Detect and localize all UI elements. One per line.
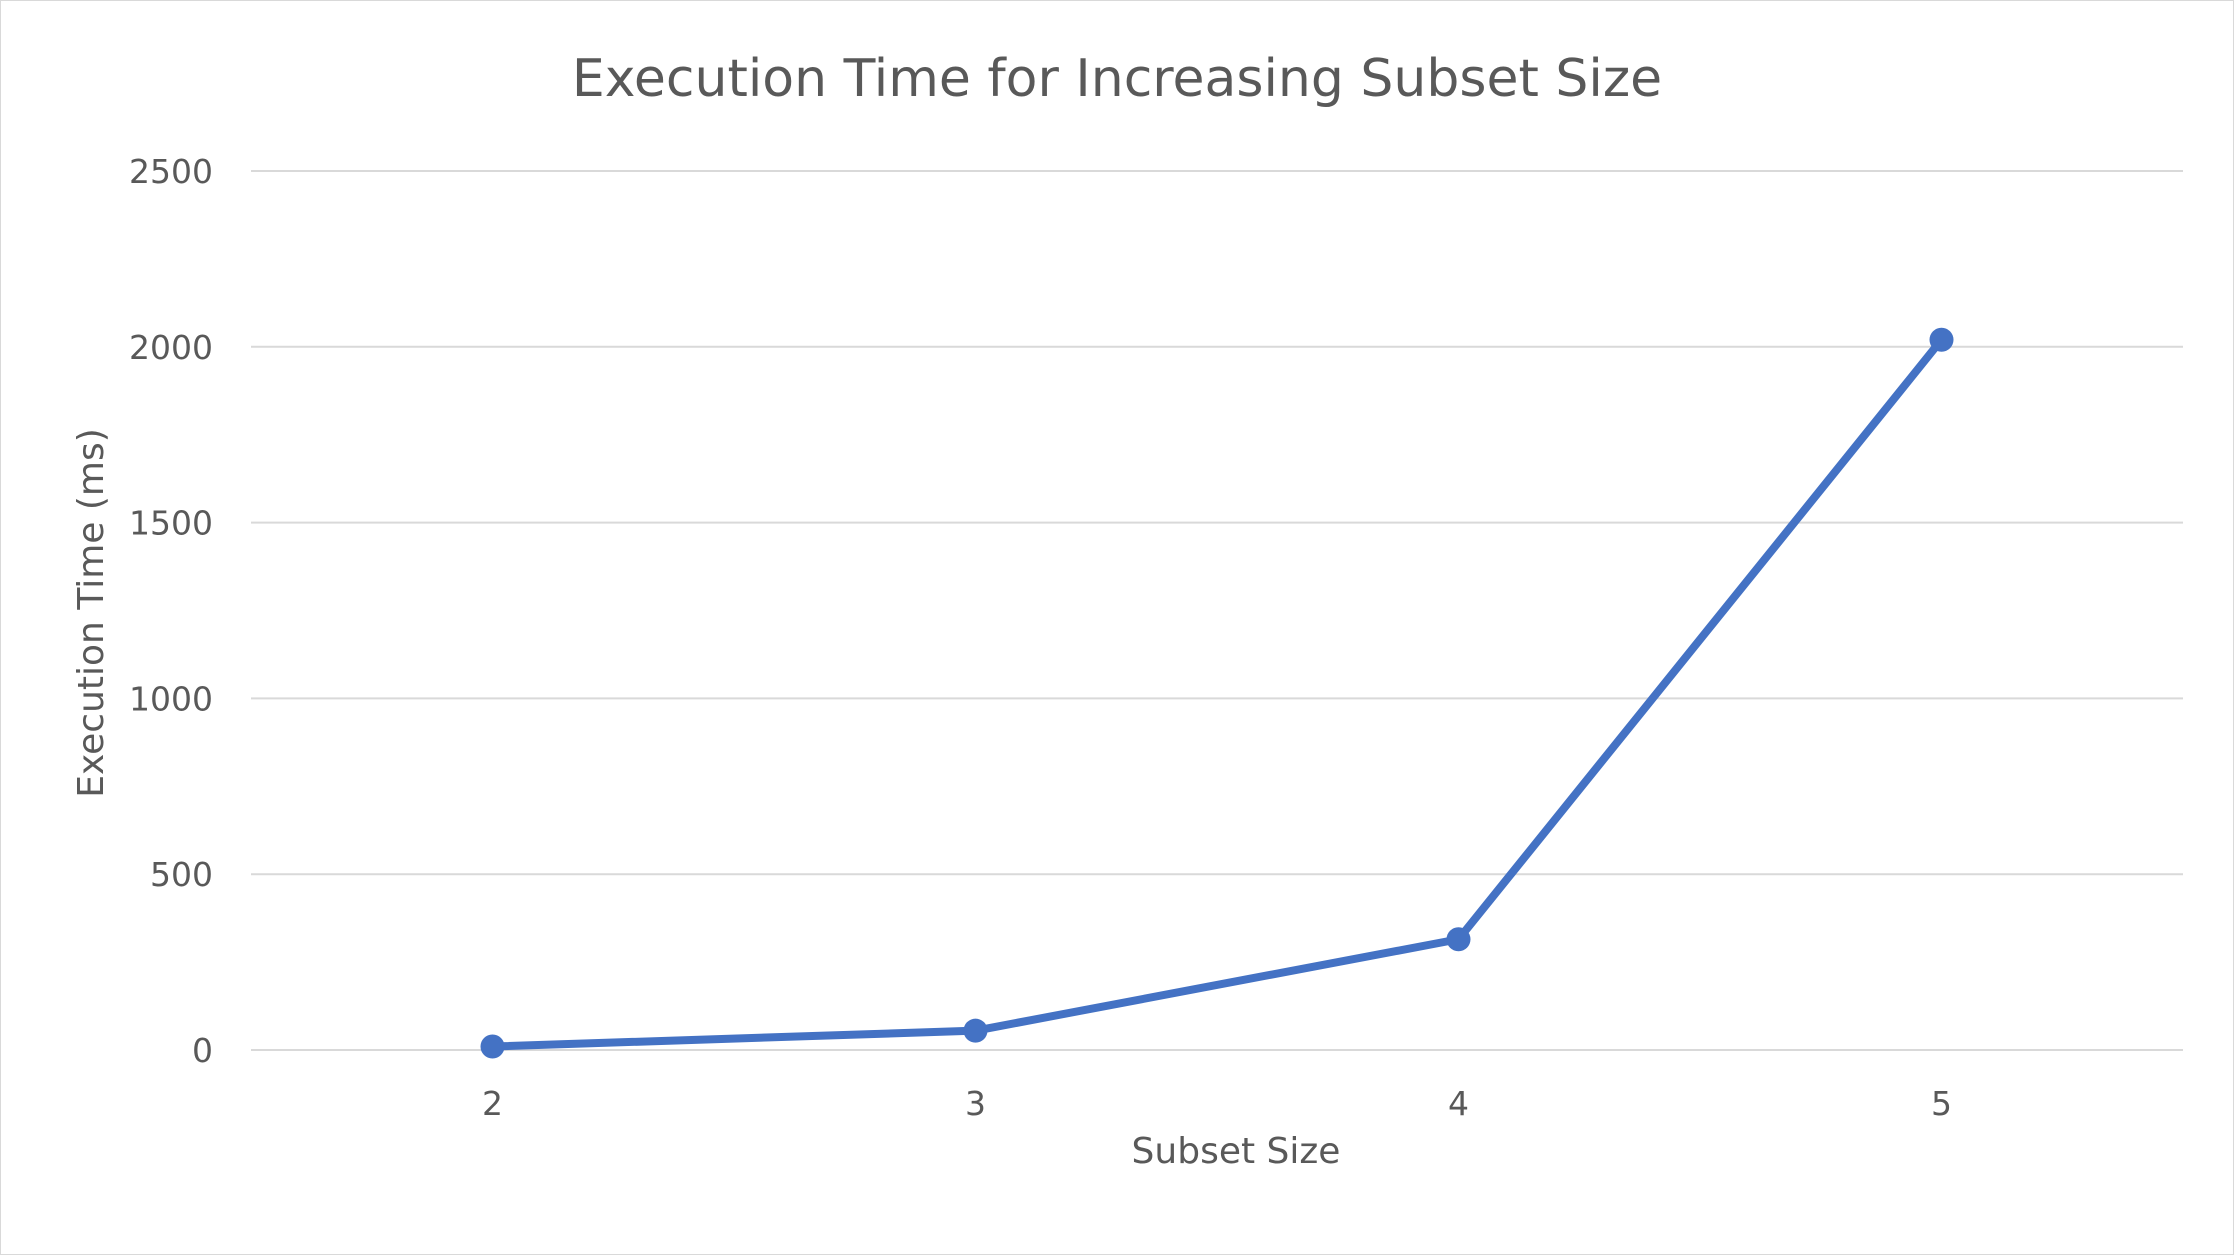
data-point (480, 1034, 505, 1059)
x-tick-label: 4 (1448, 1084, 1469, 1123)
y-axis-ticks: 0 500 1000 1500 2000 2500 (129, 152, 213, 1070)
x-axis-title: Subset Size (1132, 1131, 1341, 1172)
y-tick-label: 2000 (129, 328, 213, 367)
x-tick-label: 2 (482, 1084, 503, 1123)
series-group (480, 327, 1954, 1059)
data-point (963, 1018, 988, 1043)
y-tick-label: 500 (150, 855, 213, 894)
y-axis-title: Execution Time (ms) (71, 428, 112, 798)
gridlines (251, 170, 2183, 1051)
data-point (1446, 927, 1471, 952)
series-line (488, 335, 1946, 1051)
y-tick-label: 0 (192, 1031, 213, 1070)
x-axis-ticks: 2 3 4 5 (482, 1084, 1952, 1123)
y-tick-label: 1500 (129, 504, 213, 543)
data-point (1929, 327, 1954, 352)
chart-title: Execution Time for Increasing Subset Siz… (572, 49, 1662, 109)
y-tick-label: 1000 (129, 679, 213, 718)
x-tick-label: 3 (965, 1084, 986, 1123)
y-tick-label: 2500 (129, 152, 213, 191)
x-tick-label: 5 (1931, 1084, 1952, 1123)
